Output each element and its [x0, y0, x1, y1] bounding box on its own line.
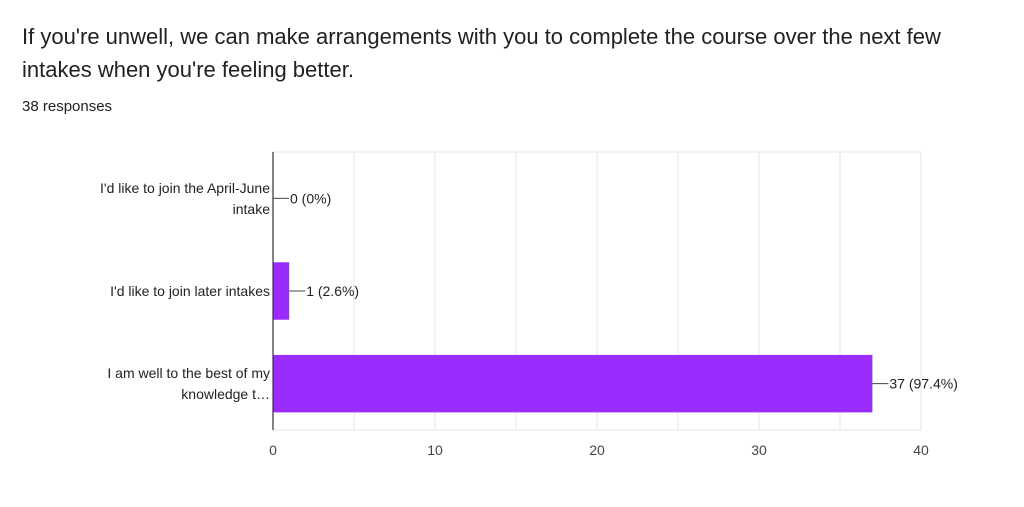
response-count: 38 responses	[22, 98, 113, 115]
category-label: I'd like to join later intakes	[110, 283, 270, 299]
bar	[273, 354, 873, 413]
category-label: I am well to the best of my	[107, 365, 270, 381]
bar	[273, 262, 290, 320]
x-tick-label: 10	[427, 442, 443, 458]
x-tick-label: 30	[751, 442, 767, 458]
data-label: 37 (97.4%)	[889, 376, 957, 392]
x-tick-label: 40	[913, 442, 929, 458]
x-tick-label: 20	[589, 442, 605, 458]
category-label: I'd like to join the April-June	[100, 180, 270, 196]
category-label: intake	[233, 201, 271, 217]
category-label: knowledge t…	[181, 386, 270, 402]
x-tick-label: 0	[269, 442, 277, 458]
data-label: 0 (0%)	[290, 190, 331, 206]
data-label: 1 (2.6%)	[306, 283, 359, 299]
question-title: If you're unwell, we can make arrangemen…	[22, 24, 941, 82]
